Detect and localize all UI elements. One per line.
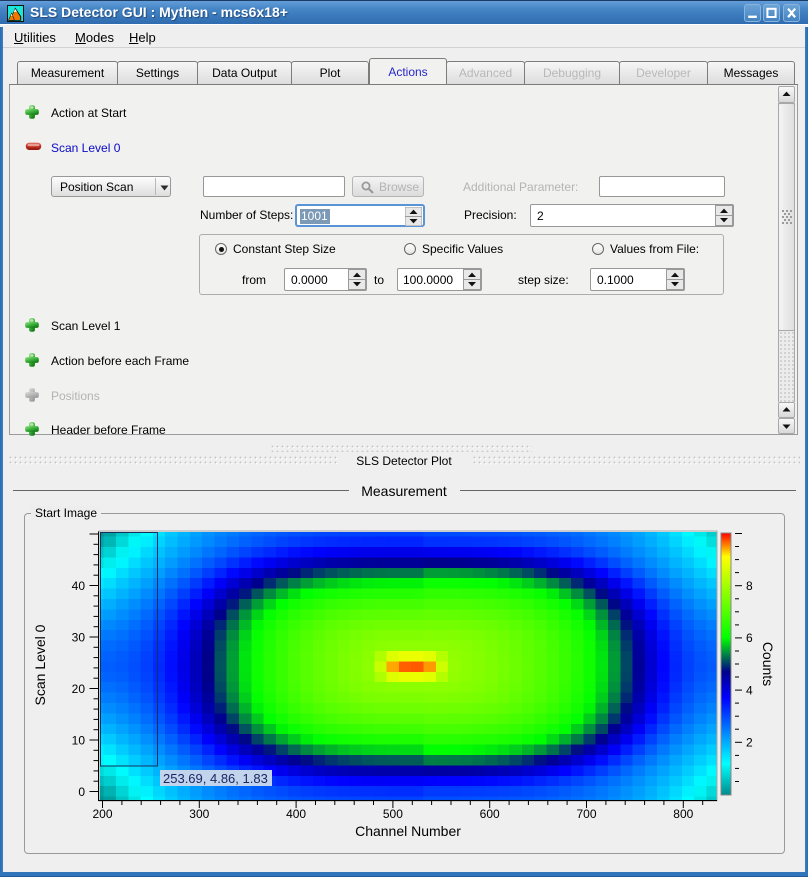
svg-text:30: 30 — [72, 630, 86, 644]
svg-text:600: 600 — [480, 807, 500, 821]
svg-text:40: 40 — [72, 579, 86, 593]
svg-text:20: 20 — [72, 682, 86, 696]
svg-text:2: 2 — [746, 736, 753, 750]
svg-text:700: 700 — [576, 807, 596, 821]
svg-text:Counts: Counts — [760, 642, 776, 686]
svg-text:800: 800 — [673, 807, 693, 821]
svg-text:253.69, 4.86, 1.83: 253.69, 4.86, 1.83 — [163, 771, 268, 786]
svg-text:Scan Level 0: Scan Level 0 — [32, 624, 48, 705]
svg-text:8: 8 — [746, 579, 753, 593]
svg-text:10: 10 — [72, 733, 86, 747]
svg-text:200: 200 — [92, 807, 112, 821]
svg-text:500: 500 — [383, 807, 403, 821]
svg-text:300: 300 — [189, 807, 209, 821]
svg-text:400: 400 — [286, 807, 306, 821]
svg-text:4: 4 — [746, 683, 753, 697]
svg-text:Channel Number: Channel Number — [355, 823, 461, 839]
svg-text:6: 6 — [746, 631, 753, 645]
svg-text:0: 0 — [78, 785, 85, 799]
